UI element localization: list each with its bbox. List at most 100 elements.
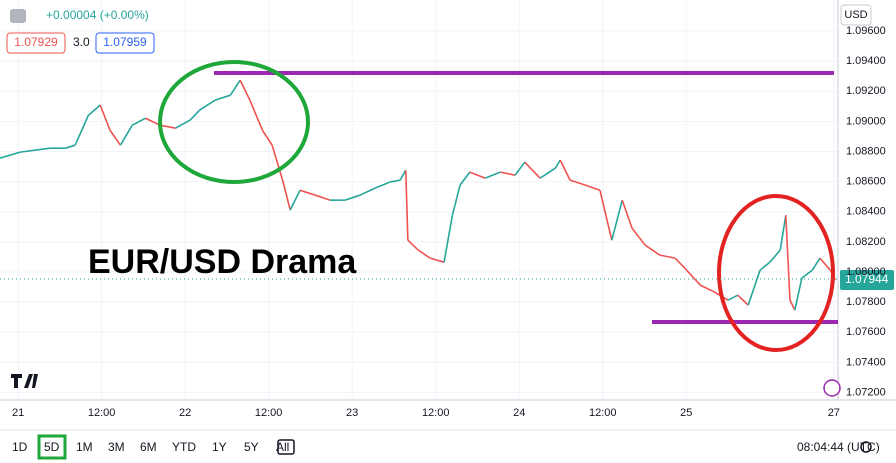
price-segment — [524, 161, 541, 179]
clock: 08:04:44 (UTC) — [797, 440, 880, 454]
price-segment — [145, 117, 161, 126]
x-tick-label: 24 — [513, 407, 525, 419]
x-tick-label: 12:00 — [255, 407, 283, 419]
price-segment — [559, 159, 571, 181]
alert-icon[interactable] — [823, 379, 841, 397]
price-segment — [229, 79, 241, 96]
price-segment — [344, 194, 361, 201]
price-segment — [644, 244, 661, 256]
price-segment — [469, 171, 486, 179]
ask-box[interactable] — [95, 32, 155, 54]
price-segment — [399, 169, 407, 181]
price-segment — [514, 161, 526, 176]
price-segment — [569, 179, 586, 186]
currency-dropdown[interactable] — [840, 4, 872, 26]
x-tick-label: 21 — [12, 407, 24, 419]
price-segment — [794, 277, 803, 311]
y-tick-label: 1.07200 — [846, 386, 886, 398]
y-tick-label: 1.07400 — [846, 356, 886, 368]
price-segment — [811, 257, 821, 271]
range-button[interactable]: 1M — [76, 440, 93, 454]
y-tick-label: 1.08200 — [846, 236, 886, 248]
price-segment — [404, 170, 409, 241]
x-tick-label: 12:00 — [589, 407, 617, 419]
last-price-box — [840, 270, 894, 290]
range-button[interactable]: 6M — [140, 440, 157, 454]
settings-icon[interactable] — [860, 441, 872, 453]
price-segment — [131, 117, 146, 126]
price-segment — [299, 189, 316, 196]
price-segment — [407, 239, 419, 251]
price-segment — [87, 104, 101, 116]
ask: 1.07959 — [103, 35, 147, 49]
currency: USD — [844, 9, 867, 21]
range-button[interactable]: 1Y — [212, 440, 227, 454]
range-button[interactable]: 5D — [44, 440, 60, 454]
red-ellipse — [717, 194, 835, 352]
price-segment — [631, 227, 646, 246]
price-segment — [699, 284, 716, 293]
price-segment — [175, 119, 191, 129]
price-segment — [674, 257, 686, 269]
y-tick-label: 1.07800 — [846, 296, 886, 308]
y-tick-label: 1.09000 — [846, 115, 886, 127]
price-segment — [684, 267, 701, 286]
spread: 3.0 — [73, 35, 90, 49]
price-segment — [784, 215, 791, 301]
calendar-icon[interactable] — [277, 439, 295, 455]
price-segment — [801, 269, 813, 279]
logo — [10, 369, 12, 391]
y-tick-label: 1.08000 — [846, 266, 886, 278]
selected-range — [37, 434, 67, 460]
y-tick-label: 1.08600 — [846, 176, 886, 188]
price-segment — [359, 187, 376, 196]
price-segment — [759, 261, 771, 271]
range-button[interactable]: 3M — [108, 440, 125, 454]
grid — [0, 0, 838, 400]
price-segment — [65, 144, 76, 149]
price-segment — [0, 151, 21, 159]
range-button[interactable]: YTD — [172, 440, 196, 454]
y-tick-label: 1.09600 — [846, 25, 886, 37]
price-segment — [159, 124, 176, 129]
price-segment — [451, 184, 461, 216]
price-segment — [289, 189, 301, 211]
bid: 1.07929 — [14, 35, 58, 49]
x-tick-label: 27 — [828, 407, 840, 419]
price-segment — [779, 215, 787, 251]
price-segment — [249, 99, 264, 131]
price-segment — [214, 94, 231, 101]
logo — [11, 374, 38, 388]
x-tick-label: 12:00 — [88, 407, 116, 419]
annotation: EUR/USD Drama — [88, 243, 357, 281]
range-button[interactable]: All — [276, 440, 289, 454]
price-segment — [769, 249, 781, 263]
price-segment — [737, 294, 749, 306]
price-segment — [74, 114, 90, 146]
y-tick-label: 1.07600 — [846, 326, 886, 338]
price-segment — [621, 199, 633, 229]
price-segment — [539, 167, 556, 179]
bid-box[interactable] — [6, 32, 66, 54]
price-segment — [747, 269, 761, 306]
price-segment — [389, 179, 401, 183]
range-button[interactable]: 1D — [12, 440, 28, 454]
price-segment — [239, 79, 251, 101]
collapse-button[interactable] — [10, 9, 26, 23]
price-segment — [374, 181, 391, 189]
price-segment — [199, 99, 216, 111]
price-segment — [500, 171, 516, 176]
price-segment — [261, 129, 273, 146]
price-segment — [554, 159, 561, 169]
price-segment — [443, 215, 454, 263]
x-tick-label: 23 — [346, 407, 358, 419]
y-tick-label: 1.09200 — [846, 85, 886, 97]
price-segment — [119, 124, 133, 146]
price-segment — [819, 257, 831, 271]
range-button[interactable]: 5Y — [244, 440, 259, 454]
x-tick-label: 22 — [179, 407, 191, 419]
price-segment — [99, 104, 111, 131]
price-segment — [189, 109, 201, 121]
